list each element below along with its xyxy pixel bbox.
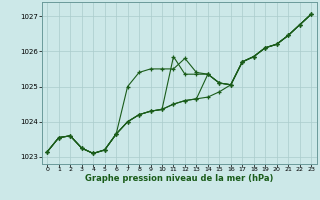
- X-axis label: Graphe pression niveau de la mer (hPa): Graphe pression niveau de la mer (hPa): [85, 174, 273, 183]
